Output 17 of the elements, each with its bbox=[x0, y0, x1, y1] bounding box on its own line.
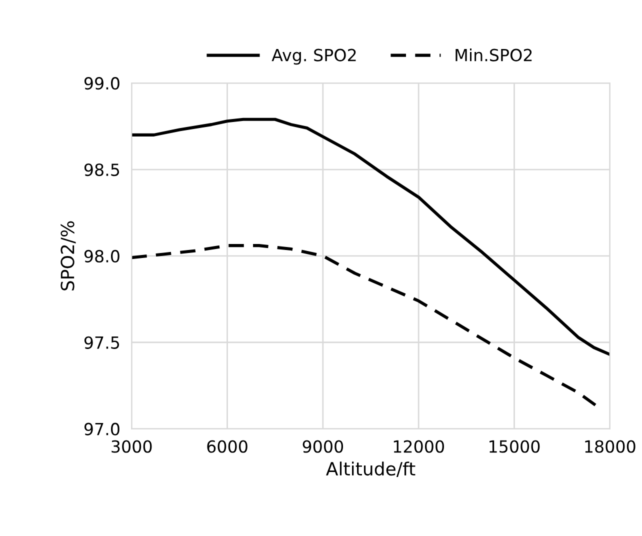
line-series bbox=[132, 244, 599, 408]
x-axis-title: Altitude/ft bbox=[326, 462, 416, 477]
x-tick-label: 18000 bbox=[585, 440, 636, 453]
x-tick-label: 15000 bbox=[490, 440, 540, 453]
x-tick-label: 3000 bbox=[112, 440, 152, 453]
y-tick-label: 97.0 bbox=[84, 422, 120, 436]
y-tick-label: 99.0 bbox=[84, 77, 120, 90]
legend-label: Min.SPO2 bbox=[456, 48, 532, 62]
x-tick-label: 6000 bbox=[207, 440, 248, 453]
x-tick-label: 12000 bbox=[394, 440, 444, 453]
y-axis-title: SPO2/% bbox=[60, 221, 76, 290]
legend-label: Avg. SPO2 bbox=[272, 48, 356, 65]
y-tick-label: 98.0 bbox=[84, 250, 120, 263]
line-series bbox=[132, 118, 610, 356]
x-tick-label: 9000 bbox=[302, 440, 344, 453]
y-tick-label: 98.5 bbox=[84, 163, 120, 176]
y-tick-label: 97.5 bbox=[84, 336, 120, 349]
